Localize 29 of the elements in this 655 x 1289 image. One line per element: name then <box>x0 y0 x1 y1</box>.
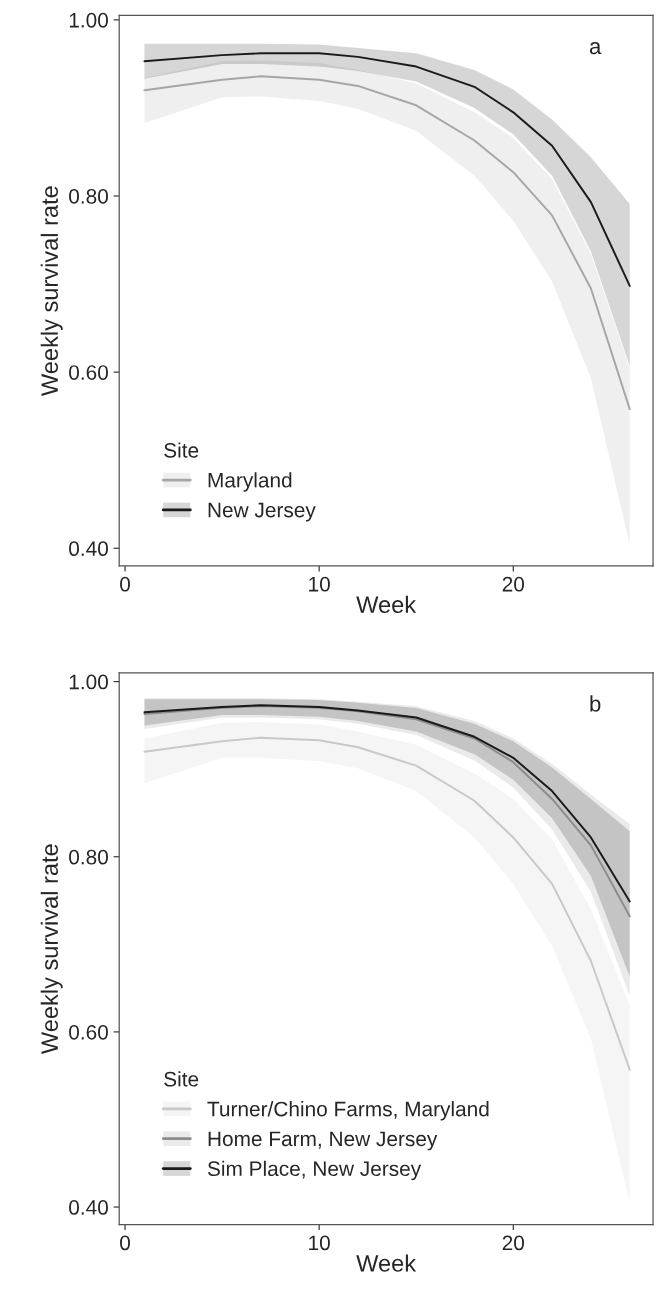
x-tick-label: 0 <box>120 1235 131 1251</box>
annotation: b <box>590 695 601 712</box>
line-series <box>143 75 631 411</box>
y-axis-title: Weekly survival rate <box>40 186 63 396</box>
y-tick-label: 0.40 <box>69 541 108 557</box>
legend-title: Site <box>164 442 199 458</box>
x-axis-title: Week <box>356 595 417 614</box>
line-series <box>143 736 631 1071</box>
x-tick-label: 10 <box>309 576 330 592</box>
legend-label: Maryland <box>208 472 292 492</box>
x-tick-label: 20 <box>502 1235 525 1251</box>
legend-label: New Jersey <box>208 502 316 522</box>
legend-label: Turner/Chino Farms, Maryland <box>207 1101 489 1121</box>
annotation: a <box>589 42 602 55</box>
y-tick-label: 1.00 <box>69 12 108 28</box>
y-tick-label: 0.80 <box>69 849 108 865</box>
y-tick-label: 0.60 <box>69 1024 108 1040</box>
legend-label: Sim Place, New Jersey <box>207 1160 422 1181</box>
y-tick-label: 0.80 <box>69 189 108 204</box>
y-tick-label: 0.60 <box>69 365 108 380</box>
y-tick-label: 1.00 <box>69 674 108 690</box>
legend-title: Site <box>164 1071 199 1087</box>
x-tick-label: 20 <box>502 576 525 592</box>
y-tick-label: 0.40 <box>69 1200 108 1215</box>
x-tick-label: 10 <box>309 1235 330 1251</box>
y-axis-title: Weekly survival rate <box>40 844 63 1055</box>
x-axis-title: Week <box>356 1254 417 1272</box>
x-tick-label: 0 <box>120 576 131 592</box>
legend-label: Home Farm, New Jersey <box>208 1131 438 1151</box>
